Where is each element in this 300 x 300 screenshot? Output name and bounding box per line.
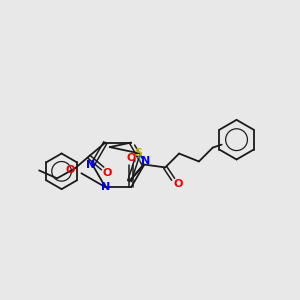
Text: H: H: [134, 154, 141, 164]
Text: S: S: [134, 148, 142, 158]
Text: O: O: [65, 165, 75, 176]
Text: O: O: [173, 179, 183, 189]
Text: N: N: [141, 157, 150, 166]
Text: N: N: [101, 182, 110, 192]
Text: O: O: [103, 168, 112, 178]
Text: O: O: [127, 153, 136, 164]
Text: N: N: [86, 160, 95, 170]
